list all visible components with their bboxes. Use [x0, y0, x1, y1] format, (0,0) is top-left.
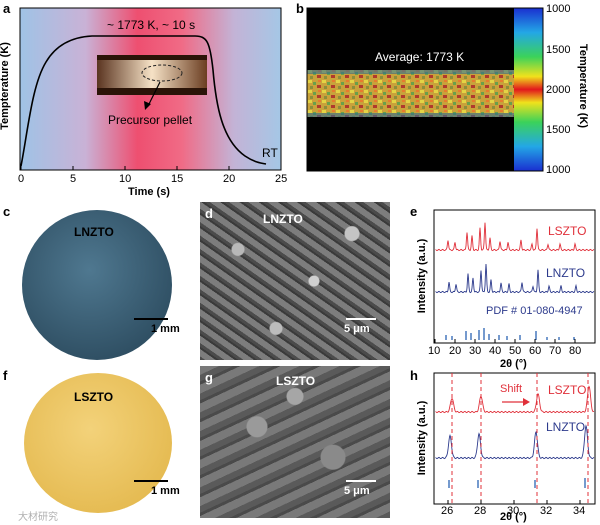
lszto-pellet-photo	[24, 373, 172, 513]
panel-e-xtick: 30	[469, 345, 482, 357]
panel-h-arrow-label: Shift	[500, 383, 523, 395]
panel-a-xtick: 10	[119, 173, 132, 185]
panel-c-sample: LNZTO	[74, 225, 114, 239]
panel-h-xlabel: 2θ (°)	[500, 511, 527, 523]
panel-h-series-label: LSZTO	[548, 383, 587, 397]
panel-f-scale: 1 mm	[151, 485, 180, 497]
panel-e-xtick: 70	[549, 345, 562, 357]
colorbar-label: Temperature (K)	[577, 43, 589, 129]
panel-e-letter: e	[410, 204, 418, 219]
panel-e-series-label: LNZTO	[546, 266, 586, 280]
panel-e-series-label: PDF # 01-080-4947	[486, 305, 583, 317]
panel-h-ylabel: Intensity (a.u.)	[416, 400, 428, 476]
panel-a-inset-label: Precursor pellet	[108, 113, 193, 127]
panel-a-xtick: 15	[171, 173, 184, 185]
scale-bar	[134, 480, 168, 482]
panel-h-xtick: 32	[540, 505, 553, 517]
panel-b-overlay: Average: 1773 K	[375, 50, 465, 64]
panel-e-xtick: 40	[489, 345, 502, 357]
scale-bar	[134, 318, 168, 320]
panel-a-ylabel: Tempterature (K)	[0, 42, 11, 130]
colorbar-tick: 1500	[546, 124, 571, 136]
panel-a-xtick: 20	[223, 173, 236, 185]
panel-e-xtick: 20	[449, 345, 462, 357]
panel-g-sample: LSZTO	[276, 374, 316, 388]
panel-e-xlabel: 2θ (°)	[500, 358, 527, 370]
colorbar-tick: 1000	[546, 3, 571, 15]
panel-h-letter: h	[410, 368, 418, 383]
temperature-curve	[20, 35, 267, 167]
thermal-band	[307, 70, 514, 117]
panel-e-series-label: LSZTO	[548, 224, 587, 238]
panel-e-xtick: 60	[529, 345, 542, 357]
pellet-inset-photo	[97, 55, 207, 95]
panel-d-sample: LNZTO	[263, 212, 303, 226]
panel-d-scale: 5 μm	[344, 323, 370, 335]
scale-bar	[346, 318, 376, 320]
panel-c-scale: 1 mm	[151, 323, 180, 335]
panel-b-letter: b	[296, 1, 304, 16]
panel-f-sample: LSZTO	[74, 390, 114, 404]
panel-a-letter: a	[3, 1, 11, 16]
lszto-sem-image	[200, 366, 390, 518]
panel-g-scale: 5 μm	[344, 485, 370, 497]
panel-f-letter: f	[3, 368, 8, 383]
lnzto-pellet-photo	[22, 210, 172, 360]
watermark: 大材研究	[18, 512, 58, 523]
panel-a-annotation: ~ 1773 K, ~ 10 s	[107, 18, 196, 32]
panel-h-xtick: 34	[573, 505, 586, 517]
panel-e-ylabel: Intensity (a.u.)	[416, 238, 428, 314]
panel-a-background	[20, 8, 281, 170]
panel-e-xtick: 10	[428, 345, 441, 357]
colorbar-tick: 2000	[546, 84, 571, 96]
panel-h-xtick: 30	[507, 505, 520, 517]
panel-d-letter: d	[205, 206, 213, 221]
panel-a-xlabel: Time (s)	[128, 186, 170, 198]
panel-a-xtick: 5	[70, 173, 77, 185]
colorbar-tick: 1000	[546, 164, 571, 176]
panel-a-xtick: 25	[275, 173, 288, 185]
panel-e-xtick: 80	[569, 345, 582, 357]
colorbar-tick: 1500	[546, 44, 571, 56]
panel-h-series-label: LNZTO	[546, 420, 586, 434]
lnzto-sem-image	[200, 202, 390, 360]
panel-a-xtick: 0	[18, 173, 25, 185]
panel-h-xtick: 28	[474, 505, 487, 517]
panel-h-xtick: 26	[441, 505, 454, 517]
scale-bar	[346, 480, 376, 482]
panel-e-xtick: 50	[509, 345, 522, 357]
panel-c-letter: c	[3, 204, 11, 219]
panel-g-letter: g	[205, 370, 213, 385]
colorbar	[514, 8, 543, 171]
panel-a-end-label: RT	[262, 146, 278, 160]
